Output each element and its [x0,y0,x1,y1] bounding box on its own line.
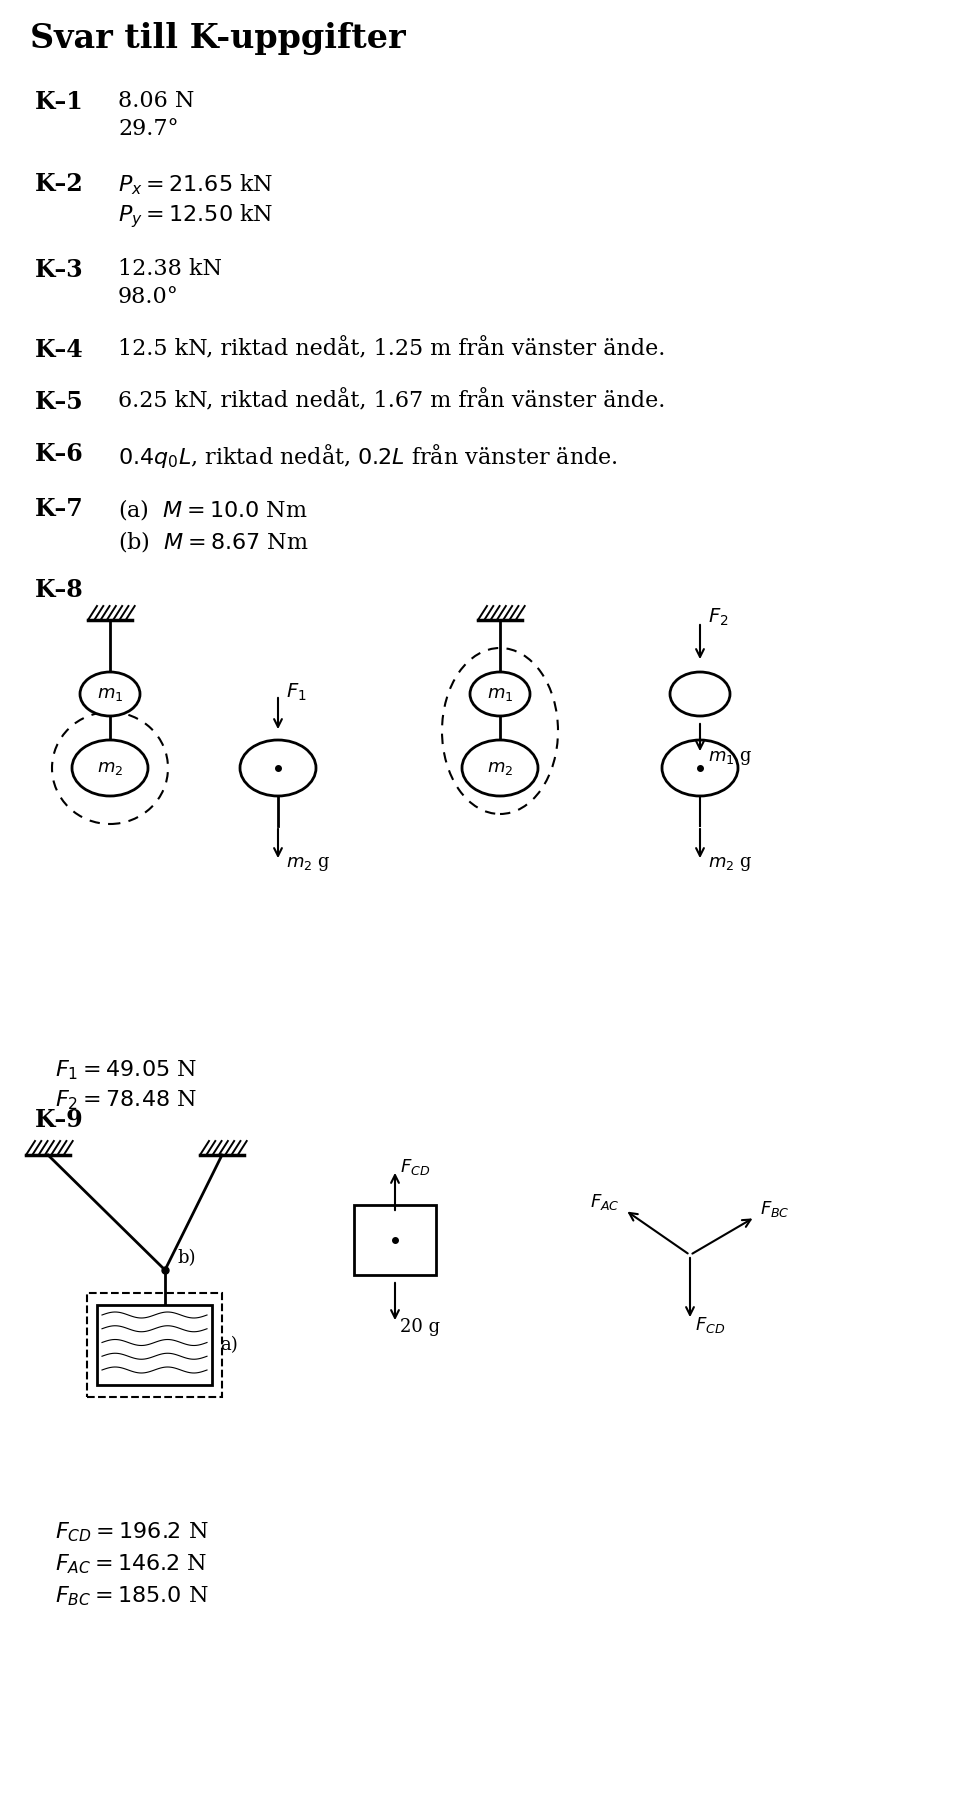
Text: $F_{CD} = 196.2$ N: $F_{CD} = 196.2$ N [55,1520,208,1544]
Text: 20 g: 20 g [400,1317,440,1335]
Ellipse shape [442,649,558,814]
Text: (b)  $M = 8.67$ Nm: (b) $M = 8.67$ Nm [118,529,309,554]
Text: $m_1$ g: $m_1$ g [708,748,753,766]
Text: K–8: K–8 [35,578,84,602]
Bar [354,1205,436,1276]
Text: 6.25 kN, riktad nedåt, 1.67 m från vänster ände.: 6.25 kN, riktad nedåt, 1.67 m från vänst… [118,390,665,413]
Text: K–2: K–2 [35,172,84,196]
Ellipse shape [72,739,148,795]
Ellipse shape [52,712,168,824]
Text: $m_1$: $m_1$ [487,685,514,703]
Text: K–7: K–7 [35,496,84,522]
Text: $F_1 = 49.05$ N: $F_1 = 49.05$ N [55,1058,197,1082]
Text: $F_{CD}$: $F_{CD}$ [400,1158,430,1178]
Ellipse shape [80,672,140,716]
Text: $m_2$ g: $m_2$ g [286,855,330,873]
Text: $F_2$: $F_2$ [708,607,729,627]
Text: 12.38 kN: 12.38 kN [118,257,222,281]
Text: $F_{AC} = 146.2$ N: $F_{AC} = 146.2$ N [55,1553,207,1576]
Ellipse shape [662,739,738,795]
Text: 29.7°: 29.7° [118,118,179,140]
Text: $F_{BC} = 185.0$ N: $F_{BC} = 185.0$ N [55,1584,208,1607]
Text: $F_2 = 78.48$ N: $F_2 = 78.48$ N [55,1087,197,1111]
Text: $m_2$ g: $m_2$ g [708,855,753,873]
Text: K–9: K–9 [35,1107,84,1132]
Text: $F_{CD}$: $F_{CD}$ [695,1316,725,1335]
Text: b): b) [177,1248,196,1267]
Text: $m_2$: $m_2$ [487,759,514,777]
Text: $F_{AC}$: $F_{AC}$ [590,1192,620,1212]
Text: $P_x = 21.65$ kN: $P_x = 21.65$ kN [118,172,274,196]
Ellipse shape [462,739,538,795]
Text: (a)  $M = 10.0$ Nm: (a) $M = 10.0$ Nm [118,496,308,522]
Text: K–4: K–4 [35,339,84,362]
Text: K–5: K–5 [35,390,84,413]
Ellipse shape [470,672,530,716]
Text: 98.0°: 98.0° [118,286,179,308]
Text: 12.5 kN, riktad nedåt, 1.25 m från vänster ände.: 12.5 kN, riktad nedåt, 1.25 m från vänst… [118,339,665,361]
Text: K–6: K–6 [35,442,84,466]
Text: $P_y = 12.50$ kN: $P_y = 12.50$ kN [118,201,274,230]
Ellipse shape [240,739,316,795]
Text: Svar till K-uppgifter: Svar till K-uppgifter [30,22,406,54]
Text: $m_1$: $m_1$ [97,685,123,703]
Text: $0.4q_0L$, riktad nedåt, $0.2L$ från vänster ände.: $0.4q_0L$, riktad nedåt, $0.2L$ från vän… [118,442,618,469]
Text: K–3: K–3 [35,257,84,283]
Ellipse shape [670,672,730,716]
Bar [87,1294,222,1397]
Text: K–1: K–1 [35,91,84,114]
Bar [97,1305,212,1384]
Text: a): a) [220,1335,238,1354]
Text: $F_1$: $F_1$ [286,681,306,703]
Text: $m_2$: $m_2$ [97,759,123,777]
Text: 8.06 N: 8.06 N [118,91,194,112]
Text: $F_{BC}$: $F_{BC}$ [760,1200,790,1219]
